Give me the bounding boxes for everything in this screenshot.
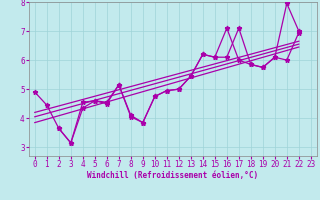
X-axis label: Windchill (Refroidissement éolien,°C): Windchill (Refroidissement éolien,°C) (87, 171, 258, 180)
